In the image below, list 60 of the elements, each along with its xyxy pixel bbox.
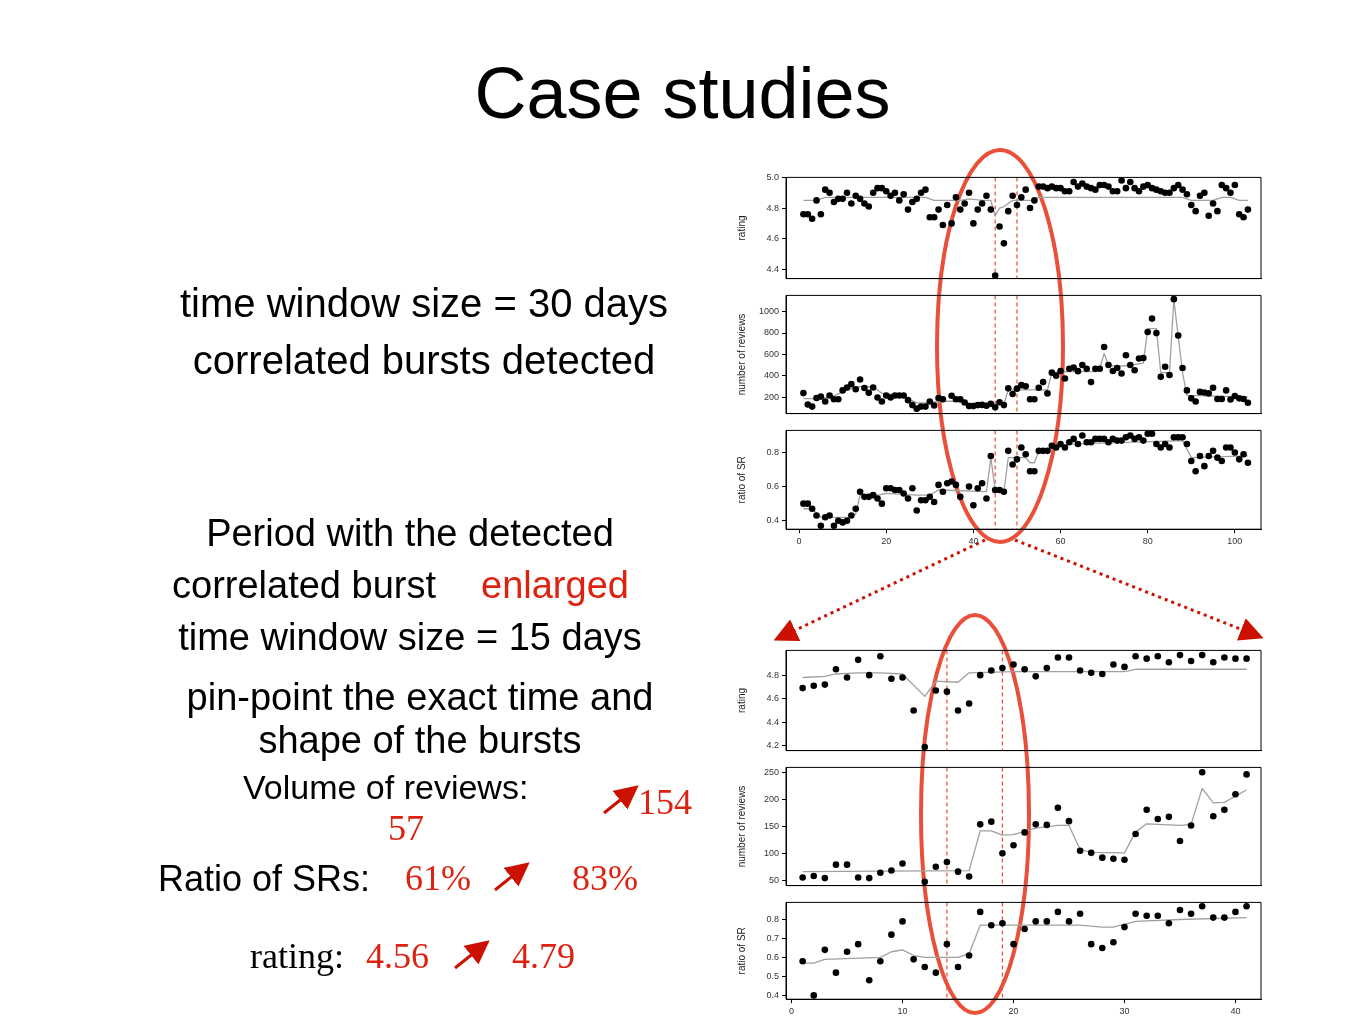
y-axis-title: number of reviews <box>735 313 747 396</box>
text: 4.56 <box>366 936 429 978</box>
y-tick-label: 0.8 <box>766 447 779 458</box>
y-tick-label: 4.4 <box>766 716 779 727</box>
x-tick-label: 20 <box>881 536 892 547</box>
y-tick-label: 400 <box>763 370 779 381</box>
y-tick-label: 4.6 <box>766 693 779 704</box>
y-axis-title: ratio of SR <box>735 927 747 975</box>
x-tick-label: 10 <box>897 1006 908 1017</box>
x-tick-label: 40 <box>968 536 979 547</box>
y-tick-label: 0.6 <box>766 481 779 492</box>
text: 154 <box>638 782 692 824</box>
text: pin-point the exact time and shape of the bursts <box>185 676 655 762</box>
text: enlarged <box>481 564 629 608</box>
y-tick-label: 4.6 <box>766 233 779 244</box>
text: time window size = 15 days <box>177 616 643 660</box>
text: Volume of reviews: <box>243 768 529 808</box>
y-tick-label: 100 <box>763 847 779 858</box>
y-tick-label: 150 <box>763 820 779 831</box>
text: correlated bursts detected <box>191 337 657 383</box>
x-tick-label: 20 <box>1008 1006 1019 1017</box>
text: 83% <box>572 858 638 900</box>
text: Case studies <box>473 52 892 135</box>
y-tick-label: 5.0 <box>766 171 779 182</box>
x-tick-label: 40 <box>1230 1006 1241 1017</box>
x-tick-label: 100 <box>1227 536 1243 547</box>
text: time window size = 30 days <box>179 280 669 326</box>
y-tick-label: 200 <box>763 391 779 402</box>
x-tick-label: 60 <box>1055 536 1066 547</box>
y-tick-label: 4.4 <box>766 263 779 274</box>
text: Period with the detected <box>205 512 615 556</box>
x-tick-label: 0 <box>789 1006 795 1017</box>
y-axis-title: rating <box>735 687 747 714</box>
text: Ratio of SRs: <box>158 858 371 900</box>
y-tick-label: 600 <box>763 348 779 359</box>
y-tick-label: 4.2 <box>766 740 779 751</box>
y-axis-title: rating <box>735 215 747 241</box>
y-axis-title: number of reviews <box>735 785 747 868</box>
y-tick-label: 0.4 <box>766 989 779 1000</box>
y-tick-label: 0.7 <box>766 932 779 943</box>
x-tick-label: 30 <box>1119 1006 1130 1017</box>
y-tick-label: 50 <box>768 874 779 885</box>
x-tick-label: 80 <box>1142 536 1153 547</box>
y-tick-label: 1000 <box>758 306 779 316</box>
text: correlated burst <box>172 564 437 608</box>
y-tick-label: 0.6 <box>766 951 779 962</box>
y-tick-label: 0.4 <box>766 515 779 526</box>
text: rating: <box>250 936 344 978</box>
y-tick-label: 250 <box>763 767 779 778</box>
text: 57 <box>388 808 424 850</box>
y-tick-label: 800 <box>763 327 779 338</box>
text: 4.79 <box>512 936 575 978</box>
y-tick-label: 200 <box>763 794 779 805</box>
text: 61% <box>405 858 471 900</box>
y-tick-label: 0.5 <box>766 970 779 981</box>
y-axis-title: ratio of SR <box>735 456 747 504</box>
x-tick-label: 0 <box>796 536 802 547</box>
y-tick-label: 4.8 <box>766 202 779 213</box>
y-tick-label: 4.8 <box>766 669 779 680</box>
y-tick-label: 0.8 <box>766 913 779 924</box>
